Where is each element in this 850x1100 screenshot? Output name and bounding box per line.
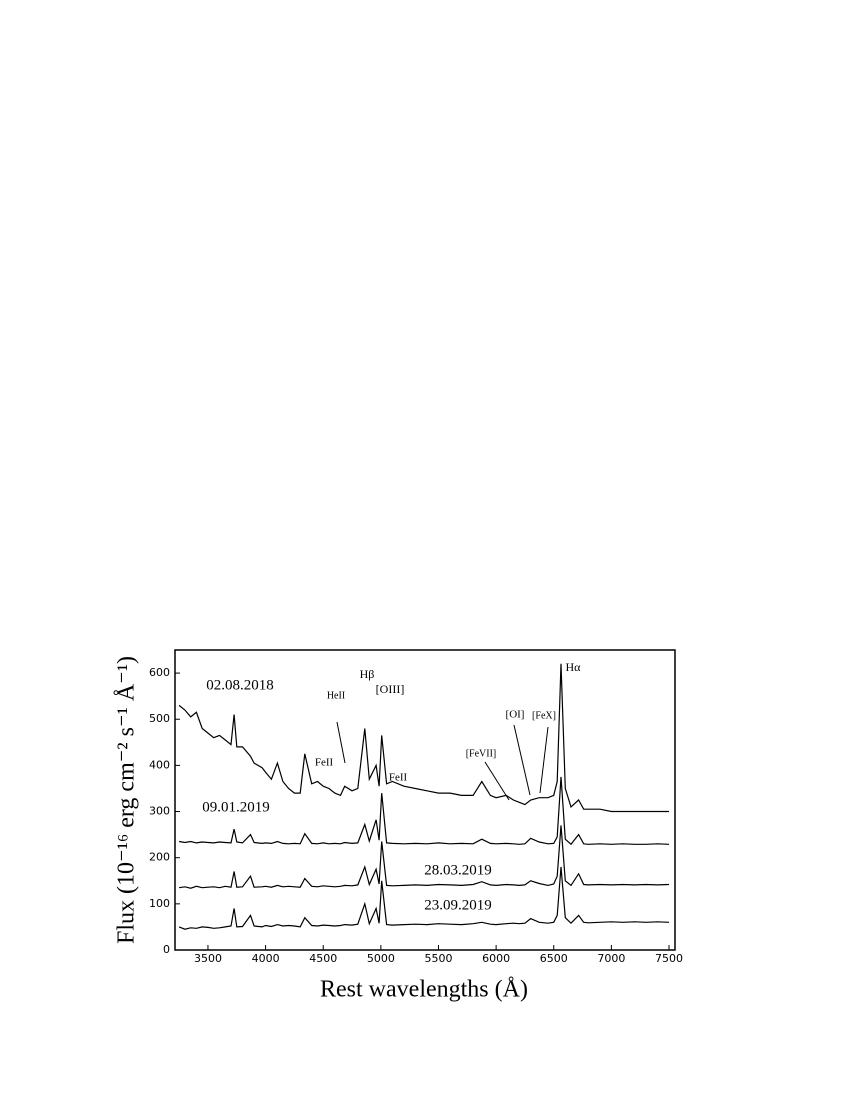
x-tick-label: 4500 <box>309 952 337 965</box>
y-tick-label: 500 <box>149 712 170 725</box>
series-label: 02.08.2018 <box>206 677 274 693</box>
x-tick-label: 5000 <box>367 952 395 965</box>
y-axis-label: Flux (10⁻¹⁶ erg cm⁻² s⁻¹ Å⁻¹) <box>114 656 140 944</box>
x-tick-label: 6500 <box>540 952 568 965</box>
y-tick-label: 400 <box>149 758 170 771</box>
y-tick-label: 300 <box>149 805 170 818</box>
line-annotation: [FeVII] <box>466 748 497 759</box>
line-annotation: [OIII] <box>376 682 405 696</box>
line-annotation: [OI] <box>506 709 525 721</box>
y-tick-label: 200 <box>149 851 170 864</box>
line-annotation: Hβ <box>360 667 375 681</box>
x-tick-label: 4000 <box>252 952 280 965</box>
spectrum-line <box>178 663 669 813</box>
line-annotation: HeII <box>327 690 345 701</box>
x-axis-label: Rest wavelengths (Å) <box>320 977 528 1003</box>
line-annotation: [FeX] <box>532 710 556 721</box>
x-tick-label: 5500 <box>424 952 452 965</box>
line-annotation: FeII <box>389 772 408 784</box>
line-annotation: FeII <box>315 757 334 769</box>
x-tick-label: 7000 <box>597 952 625 965</box>
line-annotation: Hα <box>566 660 582 674</box>
annotation-pointer <box>513 724 531 796</box>
y-tick-label: 0 <box>163 943 170 956</box>
series-label: 23.09.2019 <box>424 897 492 913</box>
x-tick-label: 6000 <box>482 952 510 965</box>
y-tick-label: 100 <box>149 897 170 910</box>
annotation-pointer <box>484 761 510 801</box>
x-tick-label: 7500 <box>655 952 683 965</box>
x-tick-label: 3500 <box>194 952 222 965</box>
series-label: 28.03.2019 <box>424 862 492 878</box>
y-tick-label: 600 <box>149 666 170 679</box>
annotation-pointer <box>336 721 346 764</box>
spectrum-line <box>178 866 670 930</box>
annotation-pointer <box>539 726 549 794</box>
plot-frame <box>174 649 676 951</box>
spectrum-line <box>179 825 670 889</box>
series-label: 09.01.2019 <box>202 799 270 815</box>
spectrum-line <box>178 776 670 846</box>
